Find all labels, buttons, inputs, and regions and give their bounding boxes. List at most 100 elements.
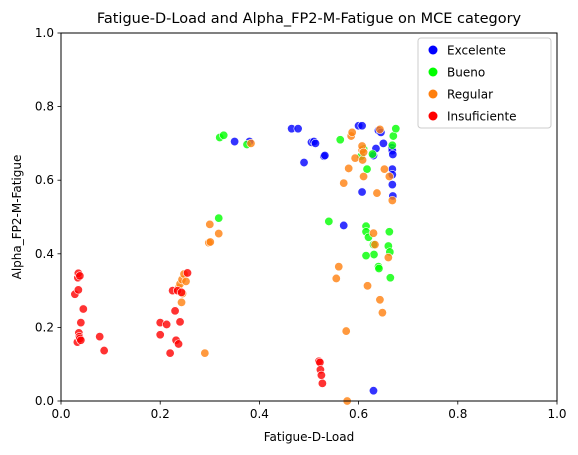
point-bueno-18 (384, 227, 394, 237)
point-insuficiente-9 (76, 318, 86, 328)
point-insuficiente-22 (174, 339, 184, 349)
point-insuficiente-23 (175, 317, 185, 327)
point-insuficiente-30 (317, 378, 327, 388)
point-insuficiente-16 (162, 319, 172, 329)
point-regular-9 (205, 219, 215, 229)
point-excelente-13 (357, 187, 367, 197)
points-layer (70, 121, 401, 406)
legend-label-bueno: Bueno (447, 66, 485, 80)
point-excelente-3 (293, 124, 303, 134)
point-regular-35 (387, 195, 397, 205)
point-regular-15 (341, 326, 351, 336)
point-regular-31 (377, 308, 387, 318)
point-regular-7 (200, 348, 210, 358)
legend-marker-excelente (428, 45, 438, 55)
point-regular-10 (214, 229, 224, 239)
point-bueno-24 (361, 251, 371, 261)
point-regular-4 (181, 276, 191, 286)
legend-box (417, 37, 552, 129)
point-regular-37 (205, 237, 215, 247)
point-insuficiente-12 (95, 332, 105, 342)
point-regular-24 (359, 147, 369, 157)
point-insuficiente-19 (170, 306, 180, 316)
y-tick-label: 1.0 (35, 26, 54, 40)
point-excelente-23 (387, 180, 397, 190)
point-regular-34 (384, 172, 394, 182)
point-regular-17 (344, 163, 354, 173)
point-insuficiente-14 (155, 330, 165, 340)
point-bueno-16 (374, 264, 384, 274)
point-regular-26 (368, 228, 378, 238)
point-insuficiente-24 (177, 287, 187, 297)
x-axis-title: Fatigue-D-Load (264, 430, 355, 444)
legend-marker-insuficiente (428, 111, 438, 121)
y-axis-title: Alpha_FP2-M-Fatigue (10, 155, 24, 280)
x-tick-label: 1.0 (547, 407, 566, 421)
point-regular-14 (339, 178, 349, 188)
point-regular-19 (347, 127, 357, 137)
x-axis: 0.0 0.2 0.4 0.6 0.8 1.0 (51, 401, 567, 421)
point-regular-30 (375, 124, 385, 134)
point-excelente-0 (230, 137, 240, 147)
x-tick-label: 0.0 (51, 407, 70, 421)
point-regular-27 (370, 240, 380, 250)
x-tick-label: 0.8 (448, 407, 467, 421)
plot-frame (60, 32, 558, 402)
point-regular-12 (331, 273, 341, 283)
y-tick-label: 0.2 (35, 320, 54, 334)
point-regular-32 (379, 164, 389, 174)
point-excelente-9 (320, 151, 330, 161)
x-tick-label: 0.4 (250, 407, 269, 421)
point-bueno-20 (385, 273, 395, 283)
point-bueno-11 (369, 250, 379, 260)
point-regular-5 (177, 297, 187, 307)
chart-title: Fatigue-D-Load and Alpha_FP2-M-Fatigue o… (97, 11, 522, 27)
point-bueno-4 (324, 216, 334, 226)
point-regular-20 (350, 153, 360, 163)
point-excelente-7 (310, 138, 320, 148)
y-tick-label: 0.8 (35, 100, 54, 114)
x-tick-label: 0.6 (349, 407, 368, 421)
point-bueno-5 (335, 135, 345, 145)
point-regular-36 (359, 172, 369, 182)
y-tick-label: 0.0 (35, 394, 54, 408)
point-regular-33 (383, 252, 393, 262)
point-insuficiente-4 (73, 285, 83, 295)
point-insuficiente-25 (182, 268, 192, 278)
point-excelente-20 (388, 149, 398, 159)
point-insuficiente-13 (99, 346, 109, 356)
point-excelente-10 (339, 220, 349, 230)
legend: Excelente Bueno Regular Insuficiente (417, 37, 552, 129)
point-bueno-2 (214, 213, 224, 223)
point-insuficiente-17 (165, 348, 175, 358)
point-bueno-10 (367, 149, 377, 159)
point-excelente-25 (368, 386, 378, 396)
point-regular-13 (334, 262, 344, 272)
point-insuficiente-8 (75, 271, 85, 281)
point-regular-23 (358, 155, 368, 165)
y-axis: 0.0 0.2 0.4 0.6 0.8 1.0 (35, 26, 61, 408)
point-insuficiente-10 (78, 304, 88, 314)
point-excelente-12 (357, 121, 367, 131)
point-regular-29 (375, 295, 385, 305)
legend-label-insuficiente: Insuficiente (447, 110, 517, 124)
point-regular-28 (372, 188, 382, 198)
legend-label-excelente: Excelente (447, 44, 506, 58)
point-regular-25 (363, 281, 373, 291)
legend-marker-regular (428, 89, 438, 99)
legend-marker-bueno (428, 67, 438, 77)
point-bueno-9 (362, 164, 372, 174)
point-bueno-21 (387, 140, 397, 150)
x-tick-label: 0.2 (151, 407, 170, 421)
point-excelente-26 (378, 138, 388, 148)
point-bueno-1 (219, 130, 229, 140)
point-insuficiente-11 (76, 335, 86, 345)
legend-label-regular: Regular (447, 88, 493, 102)
y-tick-label: 0.4 (35, 247, 54, 261)
y-tick-label: 0.6 (35, 173, 54, 187)
point-bueno-23 (391, 124, 401, 134)
point-regular-11 (246, 138, 256, 148)
point-insuficiente-29 (316, 370, 326, 380)
point-excelente-4 (299, 158, 309, 168)
